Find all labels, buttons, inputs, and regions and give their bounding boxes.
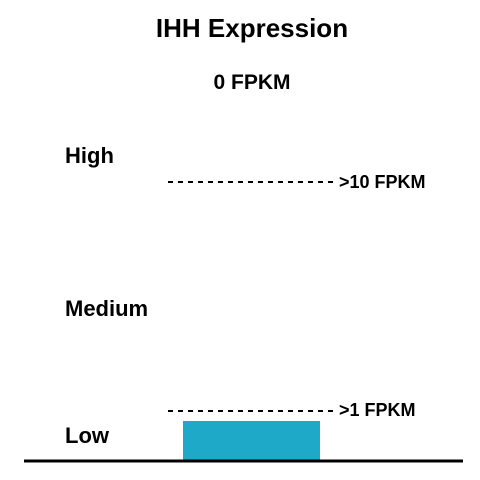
threshold-label-low: >1 FPKM [339,400,416,420]
threshold-label-high: >10 FPKM [339,172,426,192]
level-label-low: Low [65,423,110,448]
level-label-high: High [65,143,114,168]
expression-bar [183,421,320,461]
level-label-medium: Medium [65,296,148,321]
expression-value-label: 0 FPKM [213,71,290,94]
chart-title: IHH Expression [156,13,348,43]
